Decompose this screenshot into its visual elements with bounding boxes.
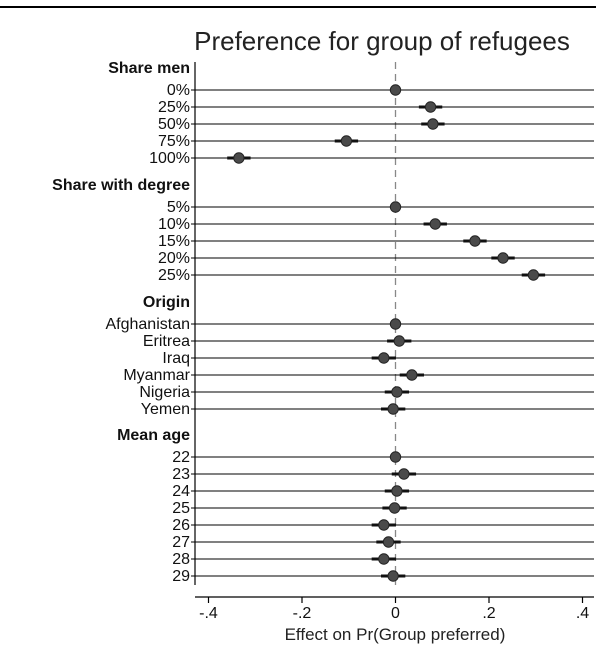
row-label: Iraq <box>162 350 190 367</box>
x-tick-label: .2 <box>482 605 495 622</box>
x-tick-label: -.4 <box>199 605 218 622</box>
top-rule <box>0 6 596 8</box>
row-label: 10% <box>158 216 190 233</box>
row-label: Nigeria <box>139 384 190 401</box>
row-label: 20% <box>158 250 190 267</box>
x-tick-label: 0 <box>391 605 400 622</box>
estimate-point <box>378 519 390 531</box>
estimate-point <box>389 318 402 330</box>
row-label: 25% <box>158 267 190 284</box>
chart-title: Preference for group of refugees <box>194 26 570 56</box>
estimate-point <box>391 485 403 497</box>
row-label: 100% <box>149 150 190 167</box>
row-label: 75% <box>158 133 190 150</box>
group-header-label: Mean age <box>117 427 190 444</box>
row-label: 22 <box>172 449 190 466</box>
estimate-point <box>387 403 399 415</box>
row-label: 25 <box>172 500 190 517</box>
estimate-point <box>389 451 402 463</box>
x-tick-label: -.2 <box>293 605 312 622</box>
estimate-point <box>388 502 401 514</box>
estimate-point <box>378 352 390 364</box>
row-label: 28 <box>172 551 190 568</box>
row-label: Myanmar <box>123 367 190 384</box>
row-label: 0% <box>167 82 190 99</box>
estimate-point <box>389 84 402 96</box>
row-label: 24 <box>172 483 190 500</box>
row-label: Eritrea <box>143 333 190 350</box>
group-header-label: Share with degree <box>52 177 190 194</box>
estimate-point <box>393 335 405 347</box>
row-label: 5% <box>167 199 190 216</box>
estimate-point <box>391 386 403 398</box>
row-label: 25% <box>158 99 190 116</box>
estimate-point <box>233 152 245 164</box>
row-label: 50% <box>158 116 190 133</box>
row-label: 26 <box>172 517 190 534</box>
group-header-label: Origin <box>143 294 190 311</box>
estimate-point <box>382 536 395 548</box>
row-label: 29 <box>172 568 190 585</box>
row-label: Yemen <box>141 401 190 418</box>
estimate-point <box>427 118 439 130</box>
row-label: Afghanistan <box>105 316 190 333</box>
estimate-point <box>497 252 509 264</box>
x-tick-label: .4 <box>576 605 589 622</box>
estimate-point <box>527 269 540 281</box>
row-label: 23 <box>172 466 190 483</box>
estimate-point <box>387 570 399 582</box>
x-axis-label: Effect on Pr(Group preferred) <box>284 625 506 644</box>
row-label: 15% <box>158 233 190 250</box>
estimate-point <box>424 101 437 113</box>
estimate-point <box>378 553 390 565</box>
estimate-point <box>429 218 441 230</box>
estimate-point <box>406 369 418 381</box>
estimate-point <box>340 135 353 147</box>
estimate-point <box>389 201 402 213</box>
estimate-point <box>469 235 481 247</box>
group-header-label: Share men <box>108 60 190 77</box>
estimate-point <box>398 468 410 480</box>
row-label: 27 <box>172 534 190 551</box>
